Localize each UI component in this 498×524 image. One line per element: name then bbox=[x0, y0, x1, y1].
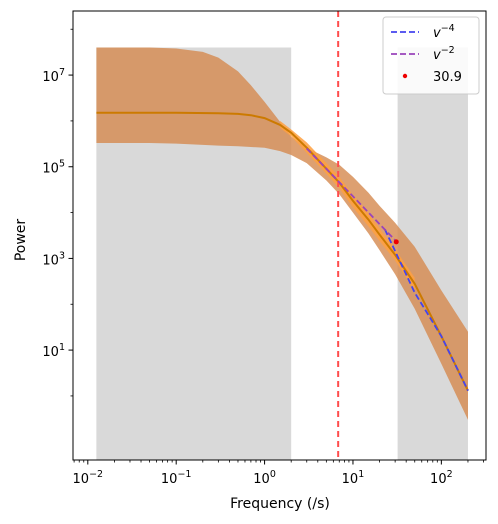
legend-label: v−4 bbox=[433, 23, 455, 41]
x-tick-label: 10−2 bbox=[73, 469, 104, 487]
x-tick-label: 10−1 bbox=[161, 469, 192, 487]
series-lines bbox=[96, 11, 469, 460]
y-tick-label: 101 bbox=[42, 342, 65, 360]
y-axis-label: Power bbox=[13, 219, 29, 262]
y-tick-label: 105 bbox=[42, 159, 65, 177]
legend-point-swatch bbox=[402, 73, 408, 79]
series-line-0 bbox=[384, 229, 469, 392]
y-tick-label: 103 bbox=[42, 250, 65, 268]
legend-label: v−2 bbox=[433, 45, 455, 63]
series-point bbox=[393, 239, 399, 245]
posterior-band bbox=[96, 47, 469, 420]
x-tick-label: 100 bbox=[253, 469, 276, 487]
series-line-1 bbox=[306, 147, 396, 241]
confidence-band bbox=[280, 120, 415, 291]
x-axis-label: Frequency (/s) bbox=[230, 496, 330, 512]
legend-box bbox=[382, 16, 480, 95]
x-tick-label: 102 bbox=[430, 469, 453, 487]
uncertainty-band bbox=[96, 47, 469, 420]
axes-frame bbox=[72, 10, 487, 461]
legend-label: 30.9 bbox=[433, 70, 462, 85]
axis-ticks: 10−2 10−1 100 101 102 101 103 105 107 bbox=[42, 28, 484, 487]
legend: v−4 v−2 30.9 bbox=[382, 16, 480, 95]
x-tick-label: 101 bbox=[342, 469, 365, 487]
plot-frame bbox=[72, 10, 487, 461]
y-tick-label: 107 bbox=[42, 67, 65, 85]
